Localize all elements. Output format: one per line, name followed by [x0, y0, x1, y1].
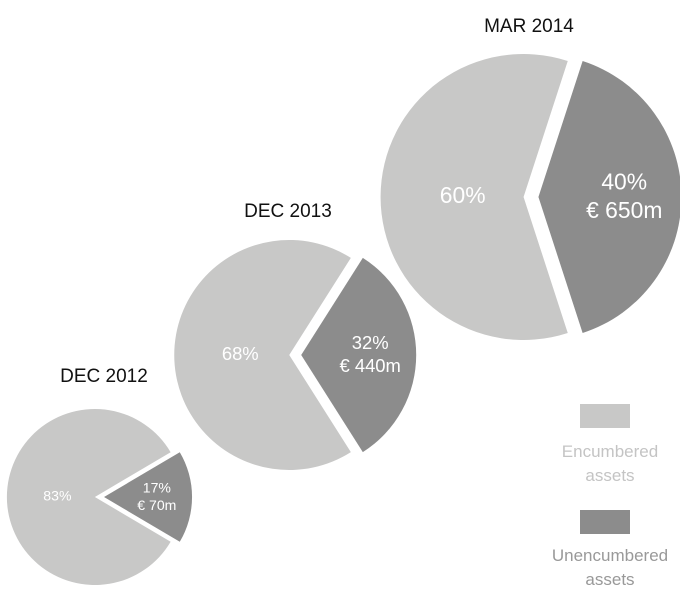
annotation: € 70m [137, 497, 176, 513]
annotation: € 650m [586, 197, 662, 223]
pie-slice [301, 257, 417, 453]
data-label: 60% [440, 182, 486, 208]
pie-title: MAR 2014 [484, 16, 574, 37]
legend-swatch [580, 510, 630, 534]
pie-slice [380, 53, 568, 340]
data-label: 83% [43, 488, 72, 504]
legend-label: Encumbered assets [561, 442, 659, 485]
pie-slice [104, 452, 193, 542]
legend-label: Unencumbered assets [551, 546, 669, 589]
pie-title: DEC 2012 [60, 366, 148, 387]
pie-slice [6, 408, 171, 585]
data-label: 32% [352, 332, 389, 353]
legend-swatch [580, 404, 630, 428]
data-label: 68% [222, 343, 259, 364]
pie-title: DEC 2013 [244, 201, 332, 222]
pie-slice [174, 240, 351, 470]
data-label: 17% [143, 479, 172, 495]
data-label: 40% [601, 168, 647, 194]
pie-slice [538, 60, 680, 334]
annotation: € 440m [340, 355, 401, 376]
